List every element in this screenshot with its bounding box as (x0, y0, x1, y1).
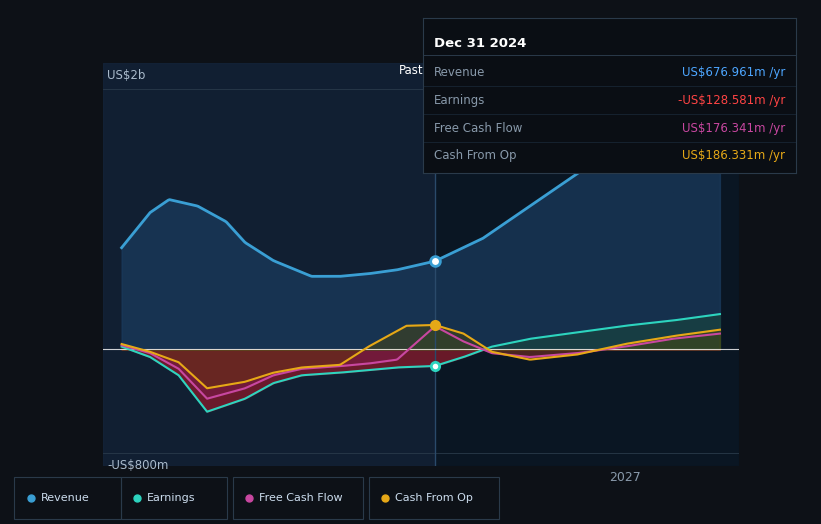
Text: Revenue: Revenue (434, 66, 485, 79)
Text: Dec 31 2024: Dec 31 2024 (434, 37, 526, 50)
Text: US$2b: US$2b (108, 69, 146, 82)
Text: US$676.961m /yr: US$676.961m /yr (681, 66, 785, 79)
Text: Cash From Op: Cash From Op (396, 493, 473, 503)
Text: Earnings: Earnings (147, 493, 195, 503)
Bar (435, 63, 739, 466)
Text: -US$800m: -US$800m (108, 458, 169, 472)
Text: Free Cash Flow: Free Cash Flow (434, 122, 522, 135)
Text: Analysts Forecasts: Analysts Forecasts (447, 64, 557, 77)
Text: Past: Past (399, 64, 424, 77)
Text: Cash From Op: Cash From Op (434, 149, 516, 162)
Text: -US$128.581m /yr: -US$128.581m /yr (678, 94, 785, 107)
Text: US$176.341m /yr: US$176.341m /yr (682, 122, 785, 135)
Text: Earnings: Earnings (434, 94, 485, 107)
Text: Free Cash Flow: Free Cash Flow (259, 493, 343, 503)
Bar (103, 63, 435, 466)
Text: US$186.331m /yr: US$186.331m /yr (682, 149, 785, 162)
Text: Revenue: Revenue (41, 493, 89, 503)
